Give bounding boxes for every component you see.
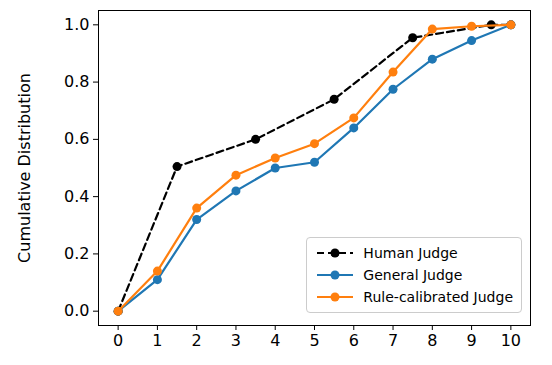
html-text:Human Judge: Human Judge: [363, 245, 458, 261]
svg-text:3: 3: [231, 331, 241, 350]
svg-text:2: 2: [192, 331, 202, 350]
svg-text:0.6: 0.6: [64, 129, 89, 148]
html-text:General Judge: General Judge: [363, 267, 463, 283]
svg-text:8: 8: [427, 331, 437, 350]
svg-text:0.4: 0.4: [64, 187, 89, 206]
svg-text:0: 0: [113, 331, 123, 350]
html-text:Rule-calibrated Judge: Rule-calibrated Judge: [363, 289, 513, 305]
svg-text:Cumulative Distribution: Cumulative Distribution: [15, 73, 34, 263]
svg-text:0.0: 0.0: [64, 301, 89, 320]
svg-text:9: 9: [466, 331, 476, 350]
svg-text:4: 4: [270, 331, 280, 350]
svg-text:10: 10: [501, 331, 521, 350]
svg-text:5: 5: [309, 331, 319, 350]
svg-text:0.2: 0.2: [64, 244, 89, 263]
svg-text:1: 1: [152, 331, 162, 350]
svg-text:7: 7: [388, 331, 398, 350]
svg-text:6: 6: [349, 331, 359, 350]
svg-text:0.8: 0.8: [64, 72, 89, 91]
svg-text:1.0: 1.0: [64, 15, 89, 34]
